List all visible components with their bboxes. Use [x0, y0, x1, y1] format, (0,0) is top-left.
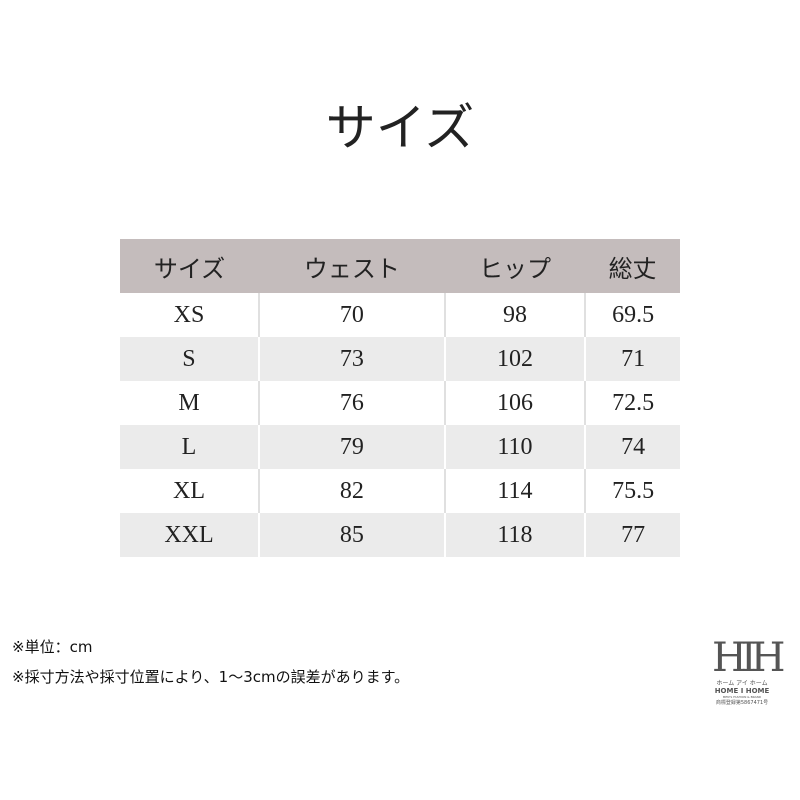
logo-tagline: MEN'S FASHION & BRAND [722, 695, 762, 699]
table-row: M 76 106 72.5 [120, 381, 680, 425]
table-cell: 72.5 [584, 381, 680, 425]
table-cell: 106 [443, 381, 586, 425]
table-cell: 102 [443, 337, 586, 381]
table-cell: 69.5 [584, 293, 680, 337]
table-row: XS 70 98 69.5 [120, 293, 680, 337]
brand-logo: HIH ホーム アイ ホーム HOME I HOME MEN'S FASHION… [712, 635, 786, 706]
header-hip: ヒップ [444, 239, 586, 293]
header-length: 総丈 [585, 239, 680, 293]
table-cell: 114 [443, 469, 586, 513]
table-header-row: サイズ ウェスト ヒップ 総丈 [120, 239, 680, 293]
table-cell: L [120, 425, 259, 469]
table-cell: 85 [257, 513, 445, 557]
table-cell: 110 [443, 425, 586, 469]
measurement-note: ※採寸方法や採寸位置により、1～3cmの誤差があります。 [12, 668, 410, 686]
logo-kana: ホーム アイ ホーム [716, 680, 768, 687]
logo-mark: HIH [712, 635, 786, 681]
table-cell: 71 [584, 337, 680, 381]
table-cell: XS [120, 293, 259, 337]
table-row: L 79 110 74 [120, 425, 680, 469]
table-cell: XL [120, 469, 259, 513]
table-cell: 82 [257, 469, 445, 513]
table-cell: 75.5 [584, 469, 680, 513]
table-cell: 76 [257, 381, 445, 425]
unit-note: ※単位：cm [12, 638, 93, 656]
table-cell: M [120, 381, 259, 425]
header-size: サイズ [120, 239, 259, 293]
table-cell: S [120, 337, 259, 381]
table-cell: 73 [257, 337, 445, 381]
size-table: サイズ ウェスト ヒップ 総丈 XS 70 98 69.5 S 73 102 71 M 76 106… [120, 239, 680, 557]
table-cell: 77 [584, 513, 680, 557]
table-row: S 73 102 71 [120, 337, 680, 381]
header-waist: ウェスト [258, 239, 445, 293]
table-cell: 79 [257, 425, 445, 469]
table-cell: 70 [257, 293, 445, 337]
table-cell: 118 [443, 513, 586, 557]
logo-trademark: 商標登録第5867471号 [715, 700, 769, 706]
table-cell: 74 [584, 425, 680, 469]
table-cell: XXL [120, 513, 259, 557]
table-cell: 98 [443, 293, 586, 337]
page-title: サイズ [325, 99, 475, 157]
table-row: XL 82 114 75.5 [120, 469, 680, 513]
table-row: XXL 85 118 77 [120, 513, 680, 557]
logo-name: HOME I HOME [714, 687, 770, 695]
